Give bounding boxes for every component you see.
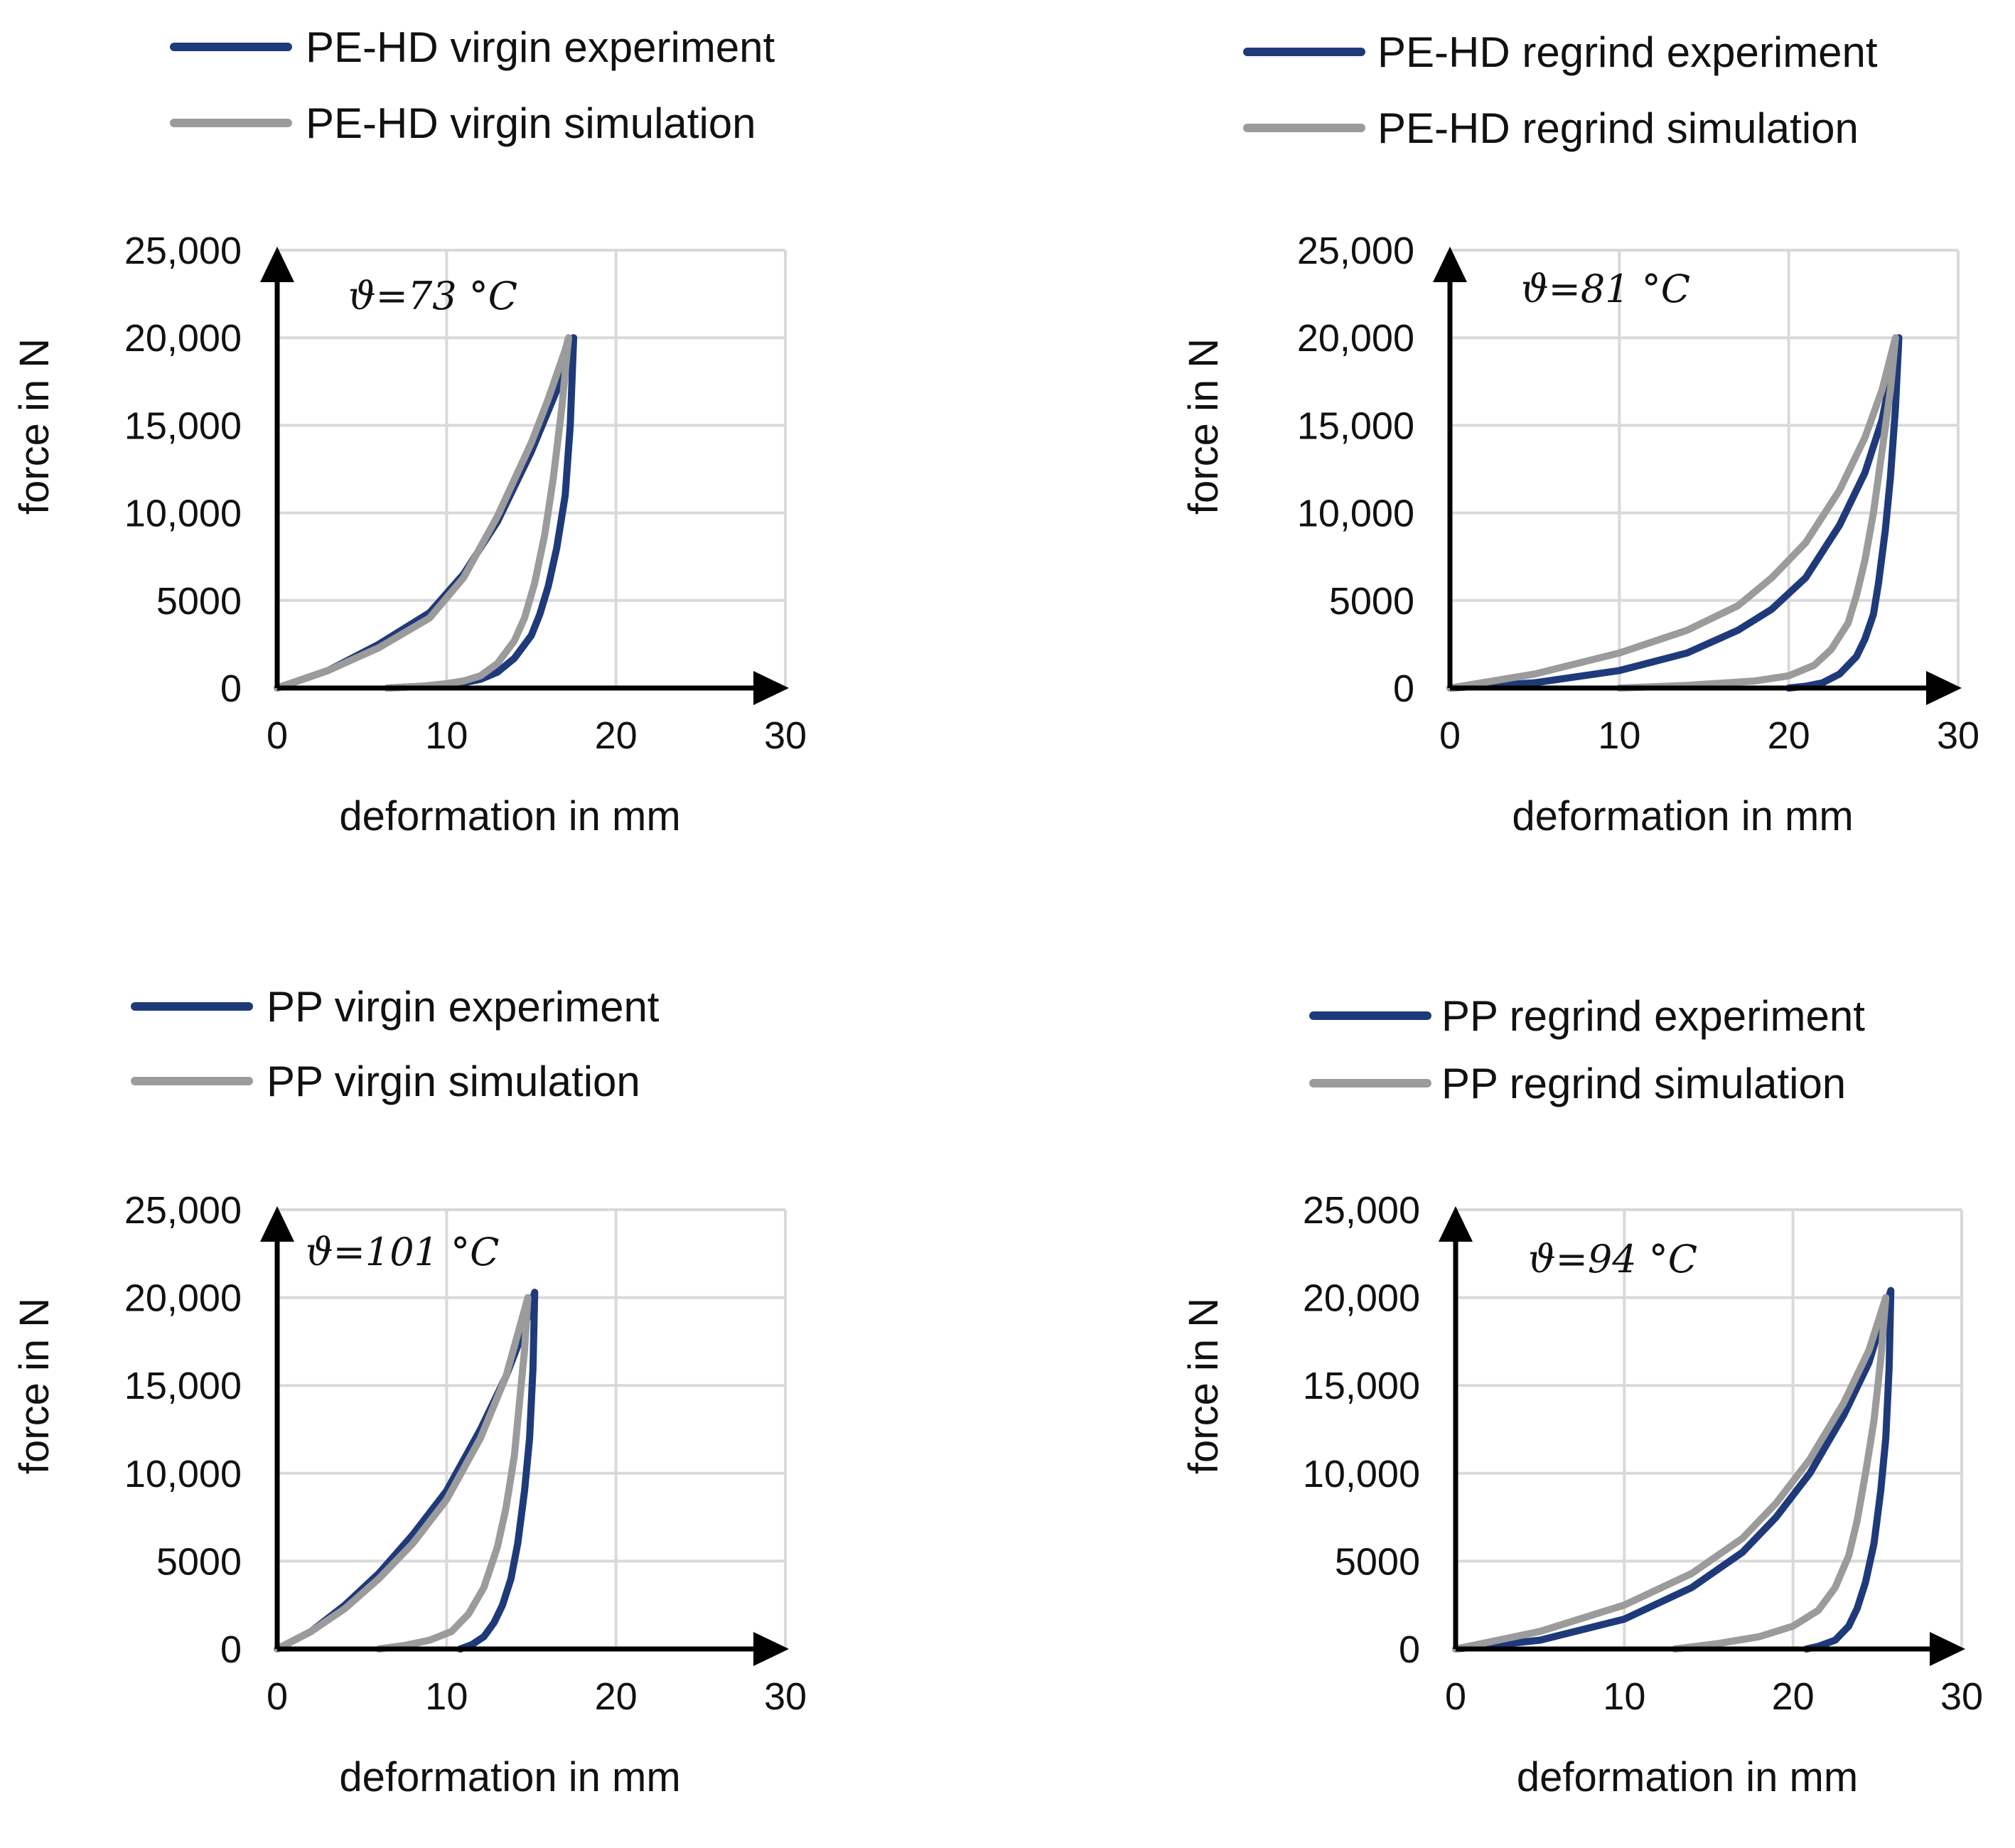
series-line-simulation — [274, 334, 572, 692]
chart-panel-pehd-regrind: 0 10 20 30 0 5000 10,000 15,000 20,000 25,000 defo… — [1181, 28, 1979, 839]
temperature-annotation: ϑ=81 °C — [1521, 267, 1690, 311]
x-tick-label: 0 — [267, 714, 288, 757]
chart-panel-pp-virgin: 0 10 20 30 0 5000 10,000 15,000 20,000 25,000 defo… — [11, 983, 807, 1800]
y-tick-label: 0 — [220, 667, 242, 710]
x-tick-label: 0 — [1439, 714, 1461, 757]
y-tick-label: 10,000 — [124, 493, 242, 535]
series-line-experiment — [1446, 334, 1903, 692]
x-tick-label: 0 — [267, 1675, 288, 1718]
x-tick-label: 10 — [425, 1675, 468, 1718]
y-axis-arrow-icon — [260, 1206, 294, 1242]
legend-label: PE-HD virgin simulation — [306, 100, 756, 147]
series-line-experiment — [1452, 1286, 1895, 1653]
y-axis-arrow-icon — [260, 247, 294, 282]
y-tick-label: 10,000 — [1303, 1453, 1420, 1495]
y-tick-label: 25,000 — [1303, 1189, 1420, 1232]
y-tick-label: 0 — [220, 1628, 242, 1671]
y-tick-label: 15,000 — [1297, 404, 1414, 447]
legend-label: PP regrind simulation — [1441, 1060, 1846, 1107]
series-line-experiment — [274, 1289, 539, 1653]
x-tick-label: 0 — [1445, 1675, 1466, 1718]
legend-label: PP regrind experiment — [1441, 992, 1865, 1040]
y-tick-label: 5000 — [156, 1540, 242, 1583]
x-tick-label: 20 — [595, 714, 638, 757]
y-tick-label: 5000 — [156, 580, 242, 623]
y-axis-label: force in N — [1181, 338, 1227, 515]
x-tick-label: 30 — [764, 714, 807, 757]
chart-panel-pehd-virgin: 0 10 20 30 0 5000 10,000 15,000 20,000 25,000 defo… — [11, 23, 807, 839]
x-axis-label: deformation in mm — [1517, 1754, 1858, 1800]
y-axis-label: force in N — [1181, 1298, 1227, 1474]
series-line-simulation — [1446, 334, 1899, 692]
x-axis-arrow-icon — [1930, 1632, 1965, 1666]
x-axis-arrow-icon — [753, 671, 789, 705]
legend-label: PE-HD regrind simulation — [1377, 104, 1859, 152]
series-line-simulation — [1452, 1294, 1890, 1653]
temperature-annotation: ϑ=73 °C — [348, 274, 517, 318]
x-tick-label: 30 — [764, 1675, 807, 1718]
y-axis-label: force in N — [11, 338, 58, 515]
x-axis-label: deformation in mm — [339, 1754, 680, 1800]
y-tick-label: 15,000 — [124, 404, 242, 447]
legend-label: PP virgin simulation — [267, 1058, 640, 1105]
x-tick-label: 20 — [595, 1675, 638, 1718]
y-tick-label: 5000 — [1329, 580, 1414, 623]
x-axis-arrow-icon — [1926, 671, 1962, 705]
y-tick-label: 20,000 — [124, 317, 242, 360]
legend-label: PP virgin experiment — [267, 983, 660, 1031]
temperature-annotation: ϑ=94 °C — [1528, 1237, 1697, 1282]
legend-label: PE-HD virgin experiment — [306, 23, 775, 71]
y-tick-label: 5000 — [1335, 1540, 1420, 1583]
y-axis-arrow-icon — [1433, 247, 1467, 282]
y-tick-label: 25,000 — [124, 230, 242, 272]
x-tick-label: 10 — [1598, 714, 1640, 757]
y-tick-label: 0 — [1399, 1628, 1420, 1671]
y-tick-label: 15,000 — [124, 1365, 242, 1407]
x-tick-label: 10 — [1603, 1675, 1645, 1718]
y-tick-label: 15,000 — [1303, 1365, 1420, 1407]
y-tick-label: 25,000 — [1297, 230, 1414, 272]
temperature-annotation: ϑ=101 °C — [306, 1230, 499, 1274]
legend-label: PE-HD regrind experiment — [1377, 28, 1878, 76]
x-axis-label: deformation in mm — [1512, 793, 1853, 839]
x-axis-label: deformation in mm — [339, 793, 680, 839]
y-tick-label: 10,000 — [1297, 493, 1414, 535]
y-tick-label: 10,000 — [124, 1453, 242, 1495]
x-axis-arrow-icon — [753, 1632, 789, 1666]
chart-panel-pp-regrind: 0 10 20 30 0 5000 10,000 15,000 20,000 25,000 defo… — [1181, 992, 1983, 1800]
y-tick-label: 20,000 — [124, 1277, 242, 1320]
y-tick-label: 20,000 — [1297, 317, 1414, 360]
x-tick-label: 10 — [425, 714, 468, 757]
y-tick-label: 20,000 — [1303, 1277, 1420, 1320]
y-tick-label: 25,000 — [124, 1189, 242, 1232]
y-axis-arrow-icon — [1439, 1206, 1473, 1242]
x-tick-label: 30 — [1940, 1675, 1983, 1718]
x-tick-label: 20 — [1768, 714, 1810, 757]
series-line-simulation — [274, 1294, 532, 1653]
y-axis-label: force in N — [11, 1298, 58, 1474]
x-tick-label: 30 — [1937, 714, 1979, 757]
y-tick-label: 0 — [1393, 667, 1414, 710]
x-tick-label: 20 — [1772, 1675, 1815, 1718]
